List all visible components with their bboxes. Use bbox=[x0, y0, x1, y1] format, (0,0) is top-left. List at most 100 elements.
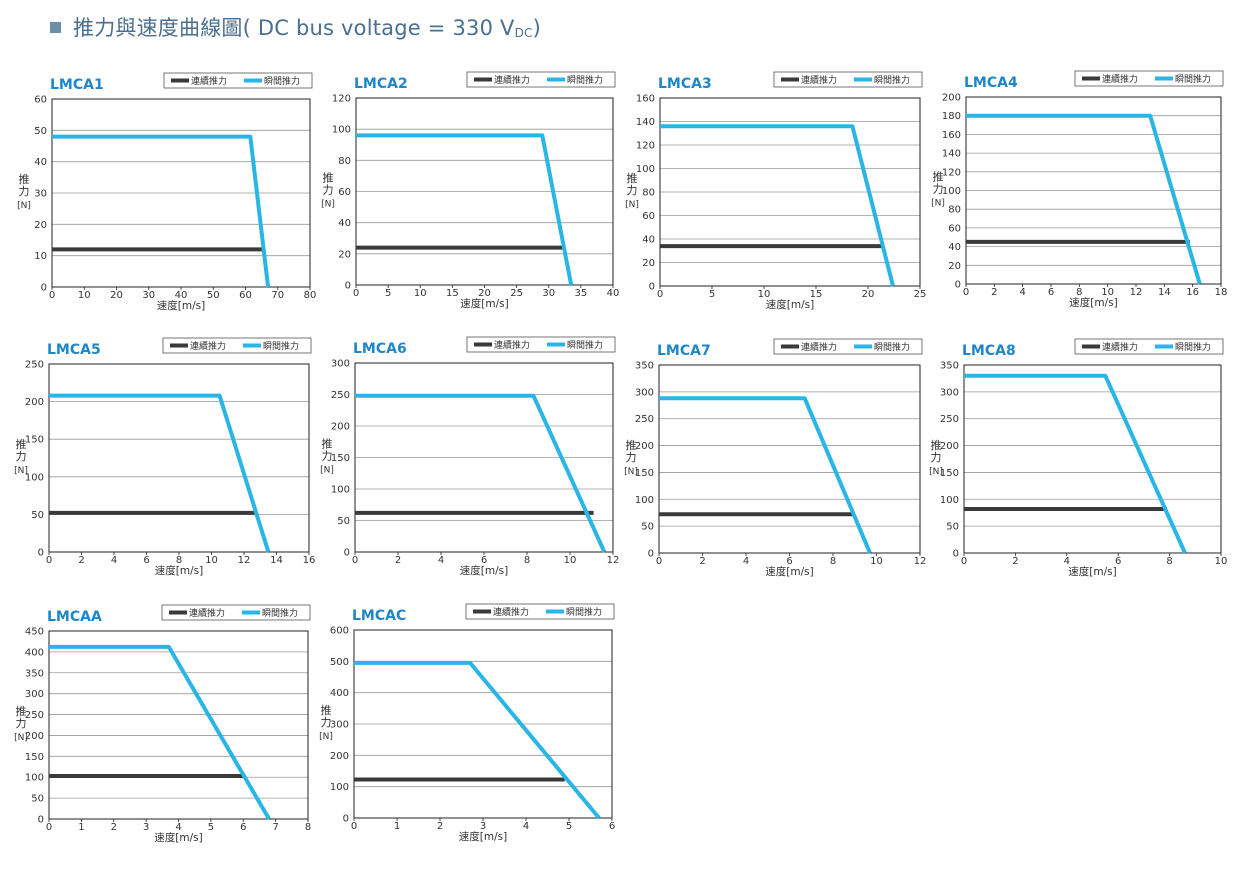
legend-label-peak: 瞬間推力 bbox=[264, 75, 300, 87]
y-axis-label: 推力[N] bbox=[624, 438, 638, 477]
y-tick-label: 500 bbox=[330, 657, 349, 668]
plot-frame bbox=[659, 97, 921, 287]
x-tick-label: 16 bbox=[1186, 287, 1199, 298]
y-tick-label: 50 bbox=[337, 516, 350, 527]
legend-label-peak: 瞬間推力 bbox=[1175, 341, 1211, 353]
x-tick-label: 35 bbox=[575, 288, 588, 299]
x-axis-label: 速度[m/s] bbox=[154, 831, 202, 844]
y-tick-label: 0 bbox=[345, 281, 351, 292]
legend-box bbox=[773, 338, 923, 355]
y-tick-label: 0 bbox=[649, 282, 655, 293]
legend-label-peak: 瞬間推力 bbox=[567, 339, 603, 351]
y-tick-label: 120 bbox=[332, 94, 351, 105]
x-tick-label: 25 bbox=[510, 288, 523, 299]
y-tick-label: 250 bbox=[25, 360, 44, 371]
y-axis-label: 推力[N] bbox=[929, 438, 943, 477]
x-axis-label: 速度[m/s] bbox=[157, 299, 205, 312]
y-tick-label: 350 bbox=[25, 668, 44, 679]
x-tick-label: 4 bbox=[111, 555, 117, 566]
x-tick-label: 30 bbox=[542, 288, 555, 299]
y-tick-label: 400 bbox=[25, 647, 44, 658]
chart-lmcaa: 0 50 100 150 200 250 300 350 400 450 0 1 2 3 4 5 6 7 8 速度[m… bbox=[14, 604, 311, 844]
y-tick-label: 40 bbox=[338, 218, 351, 229]
x-tick-label: 4 bbox=[1019, 287, 1025, 298]
y-tick-label: 50 bbox=[946, 522, 959, 533]
legend-label-continuous: 連續推力 bbox=[1102, 73, 1138, 85]
y-tick-label: 40 bbox=[642, 235, 655, 246]
x-tick-label: 12 bbox=[607, 555, 620, 566]
legend-label-peak: 瞬間推力 bbox=[874, 341, 910, 353]
y-tick-label: 600 bbox=[330, 626, 349, 637]
x-tick-label: 4 bbox=[1064, 556, 1070, 567]
chart-title: LMCA4 bbox=[964, 75, 1018, 91]
x-tick-label: 70 bbox=[271, 290, 284, 301]
legend-box bbox=[161, 604, 311, 621]
series-line-peak bbox=[659, 396, 872, 554]
y-tick-label: 100 bbox=[330, 782, 349, 793]
y-tick-label: 50 bbox=[31, 794, 44, 805]
chart-title: LMCA5 bbox=[47, 342, 101, 358]
y-tick-label: 250 bbox=[25, 710, 44, 721]
y-tick-label: 0 bbox=[38, 548, 44, 559]
x-tick-label: 6 bbox=[240, 822, 246, 833]
y-tick-label: 40 bbox=[34, 157, 47, 168]
x-tick-label: 0 bbox=[46, 822, 52, 833]
x-tick-label: 0 bbox=[351, 821, 357, 832]
x-tick-label: 18 bbox=[1215, 287, 1228, 298]
x-axis-label: 速度[m/s] bbox=[1068, 565, 1116, 578]
x-tick-label: 3 bbox=[143, 822, 149, 833]
y-tick-label: 160 bbox=[636, 94, 655, 105]
y-axis-label: 推力[N] bbox=[17, 172, 31, 211]
x-axis-label: 速度[m/s] bbox=[1069, 296, 1117, 309]
x-tick-label: 3 bbox=[480, 821, 486, 832]
y-tick-label: 200 bbox=[25, 397, 44, 408]
x-axis-label: 速度[m/s] bbox=[765, 565, 813, 578]
x-tick-label: 6 bbox=[1048, 287, 1054, 298]
x-tick-label: 5 bbox=[566, 821, 572, 832]
y-tick-label: 200 bbox=[940, 441, 959, 452]
x-tick-label: 6 bbox=[143, 555, 149, 566]
y-tick-label: 100 bbox=[636, 164, 655, 175]
x-tick-label: 40 bbox=[607, 288, 620, 299]
legend-box bbox=[465, 603, 615, 620]
plot-frame bbox=[48, 363, 310, 553]
page-title-end: ) bbox=[532, 16, 542, 40]
chart-lmcac: 0 100 200 300 400 500 600 0 1 2 3 4 5 6 速度[m/s] 推力[N] LM… bbox=[319, 603, 615, 843]
y-tick-label: 250 bbox=[331, 390, 350, 401]
y-tick-label: 200 bbox=[25, 731, 44, 742]
y-tick-label: 140 bbox=[942, 149, 961, 160]
series-line-peak bbox=[49, 644, 271, 821]
y-tick-label: 300 bbox=[331, 359, 350, 370]
chart-lmca6: 0 50 100 150 200 250 300 0 2 4 6 8 10 12 速度[m/s] 推力[N] L… bbox=[320, 336, 620, 577]
x-tick-label: 0 bbox=[657, 289, 663, 300]
x-tick-label: 0 bbox=[49, 290, 55, 301]
y-tick-label: 100 bbox=[332, 125, 351, 136]
x-tick-label: 12 bbox=[1130, 287, 1143, 298]
y-tick-label: 0 bbox=[38, 815, 44, 826]
legend-label-peak: 瞬間推力 bbox=[1175, 73, 1211, 85]
y-tick-label: 40 bbox=[948, 242, 961, 253]
x-axis-label: 速度[m/s] bbox=[155, 564, 203, 577]
y-axis-label: 推力[N] bbox=[320, 437, 334, 476]
y-axis-label: 推力[N] bbox=[931, 170, 945, 209]
x-tick-label: 5 bbox=[709, 289, 715, 300]
y-tick-label: 0 bbox=[41, 283, 47, 294]
y-tick-label: 300 bbox=[330, 720, 349, 731]
series-line-peak bbox=[49, 393, 271, 553]
y-tick-label: 0 bbox=[648, 549, 654, 560]
y-tick-label: 100 bbox=[25, 472, 44, 483]
x-tick-label: 16 bbox=[303, 555, 316, 566]
series-line-peak bbox=[52, 134, 271, 288]
legend-label-continuous: 連續推力 bbox=[494, 74, 530, 86]
page-header: 推力與速度曲線圖( DC bus voltage = 330 VDC) bbox=[50, 12, 541, 42]
x-tick-label: 1 bbox=[394, 821, 400, 832]
chart-title: LMCAA bbox=[47, 609, 102, 625]
plot-frame bbox=[48, 630, 309, 820]
y-tick-label: 450 bbox=[25, 627, 44, 638]
x-tick-label: 8 bbox=[524, 555, 530, 566]
y-tick-label: 200 bbox=[330, 751, 349, 762]
legend-box bbox=[1074, 338, 1224, 355]
x-tick-label: 20 bbox=[862, 289, 875, 300]
chart-title: LMCA3 bbox=[658, 76, 712, 92]
